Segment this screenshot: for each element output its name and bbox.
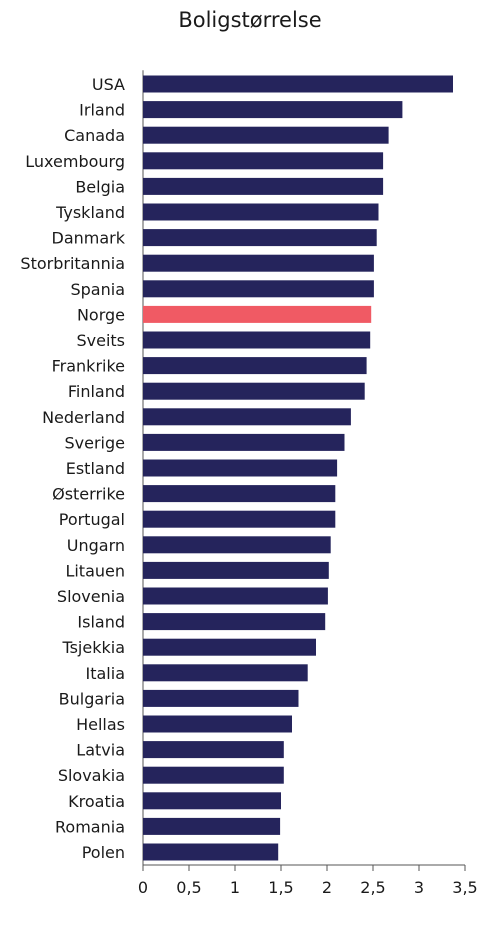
bar-spania xyxy=(143,280,374,298)
category-label: Storbritannia xyxy=(20,254,125,273)
x-tick-label: 0,5 xyxy=(176,878,201,897)
category-label: Litauen xyxy=(65,561,125,580)
category-label: Østerrike xyxy=(52,485,125,504)
category-label: Polen xyxy=(82,843,125,862)
bar-sveits xyxy=(143,331,371,349)
bar-island xyxy=(143,613,326,631)
x-tick-label: 1 xyxy=(230,878,240,897)
bar-slovenia xyxy=(143,587,328,605)
bar-sverige xyxy=(143,433,345,451)
category-label: Sverige xyxy=(65,433,126,452)
category-label: Frankrike xyxy=(52,357,125,376)
x-tick-label: 2,5 xyxy=(360,878,385,897)
category-label: Romania xyxy=(55,817,125,836)
category-label: Estland xyxy=(66,459,125,478)
bar-portugal xyxy=(143,510,336,528)
category-label: Finland xyxy=(68,382,125,401)
bar-estland xyxy=(143,459,338,477)
chart-title: Boligstørrelse xyxy=(178,8,322,32)
category-label: Ungarn xyxy=(67,536,125,555)
category-label: Sveits xyxy=(76,331,125,350)
category-label: Luxembourg xyxy=(25,152,125,171)
category-label: Norge xyxy=(77,305,125,324)
bar-kroatia xyxy=(143,792,281,810)
bar-storbritannia xyxy=(143,254,374,272)
category-label: USA xyxy=(92,75,125,94)
category-label: Nederland xyxy=(42,408,125,427)
bar-latvia xyxy=(143,741,284,759)
bar-romania xyxy=(143,817,281,835)
category-label: Bulgaria xyxy=(59,689,125,708)
category-label: Portugal xyxy=(59,510,125,529)
bar-italia xyxy=(143,664,308,682)
category-label: Belgia xyxy=(75,177,125,196)
bar-norge xyxy=(143,305,372,323)
bar-danmark xyxy=(143,229,377,247)
x-tick-label: 2 xyxy=(322,878,332,897)
bar-slovakia xyxy=(143,766,284,784)
x-tick-label: 3,5 xyxy=(452,878,477,897)
bar-ungarn xyxy=(143,536,331,554)
category-label: Latvia xyxy=(76,741,125,760)
category-label: Slovenia xyxy=(57,587,125,606)
category-label: Irland xyxy=(79,101,125,120)
bar-bulgaria xyxy=(143,689,299,707)
bar-irland xyxy=(143,101,403,119)
bar-canada xyxy=(143,126,389,144)
bar-østerrike xyxy=(143,485,336,503)
bar-litauen xyxy=(143,561,329,579)
bar-usa xyxy=(143,75,453,93)
category-label: Italia xyxy=(86,664,126,683)
category-label: Canada xyxy=(64,126,125,145)
category-label: Kroatia xyxy=(68,792,125,811)
category-label: Danmark xyxy=(52,229,126,248)
bar-tsjekkia xyxy=(143,638,316,656)
category-label: Hellas xyxy=(76,715,125,734)
bar-belgia xyxy=(143,177,384,195)
bar-luxembourg xyxy=(143,152,384,170)
x-tick-label: 0 xyxy=(138,878,148,897)
bar-nederland xyxy=(143,408,351,426)
bar-hellas xyxy=(143,715,292,733)
bar-finland xyxy=(143,382,365,400)
category-label: Island xyxy=(77,613,125,632)
bar-frankrike xyxy=(143,357,367,375)
x-tick-label: 1,5 xyxy=(268,878,293,897)
category-label: Slovakia xyxy=(58,766,125,785)
category-label: Tsjekkia xyxy=(61,638,125,657)
bar-tyskland xyxy=(143,203,379,221)
category-label: Spania xyxy=(70,280,125,299)
category-label: Tyskland xyxy=(55,203,125,222)
bar-polen xyxy=(143,843,279,861)
x-tick-label: 3 xyxy=(414,878,424,897)
